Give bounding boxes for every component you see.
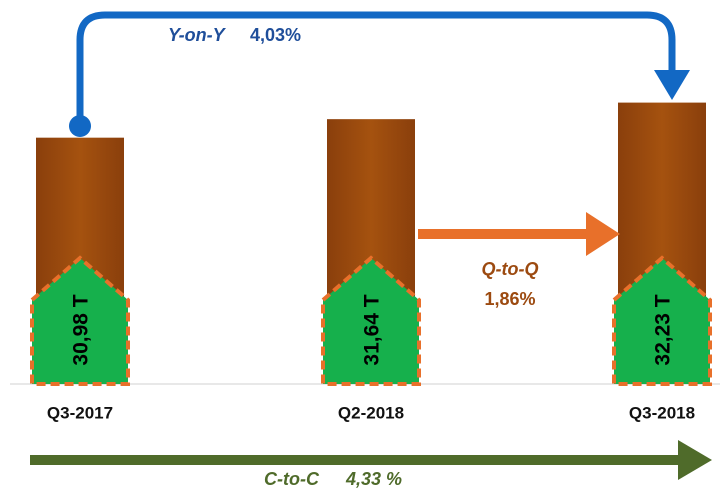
yoy-arrowhead — [654, 70, 690, 100]
qoq-arrowhead — [586, 212, 620, 256]
qoq-value: 1,86% — [484, 289, 535, 309]
yoy-start — [69, 115, 91, 137]
value-label: 32,23 T — [652, 294, 675, 365]
x-tick-label: Q2-2018 — [338, 403, 404, 422]
qoq-label: Q-to-Q — [482, 259, 539, 279]
ctoc-label: C-to-C — [264, 469, 320, 489]
ctoc-arrow — [30, 455, 680, 465]
label-badge — [321, 255, 421, 386]
value-label: 31,64 T — [361, 294, 384, 365]
ctoc-value: 4,33 % — [345, 469, 402, 489]
value-label: 30,98 T — [70, 294, 93, 365]
label-badge — [30, 255, 130, 386]
x-tick-label: Q3-2018 — [629, 403, 695, 422]
x-tick-label: Q3-2017 — [47, 403, 113, 422]
ctoc-arrowhead — [678, 440, 712, 480]
qoq-arrow — [418, 229, 588, 239]
yoy-arrow — [76, 11, 676, 125]
label-badge — [612, 255, 712, 386]
yoy-label: Y-on-Y — [168, 25, 227, 45]
yoy-value: 4,03% — [250, 25, 301, 45]
